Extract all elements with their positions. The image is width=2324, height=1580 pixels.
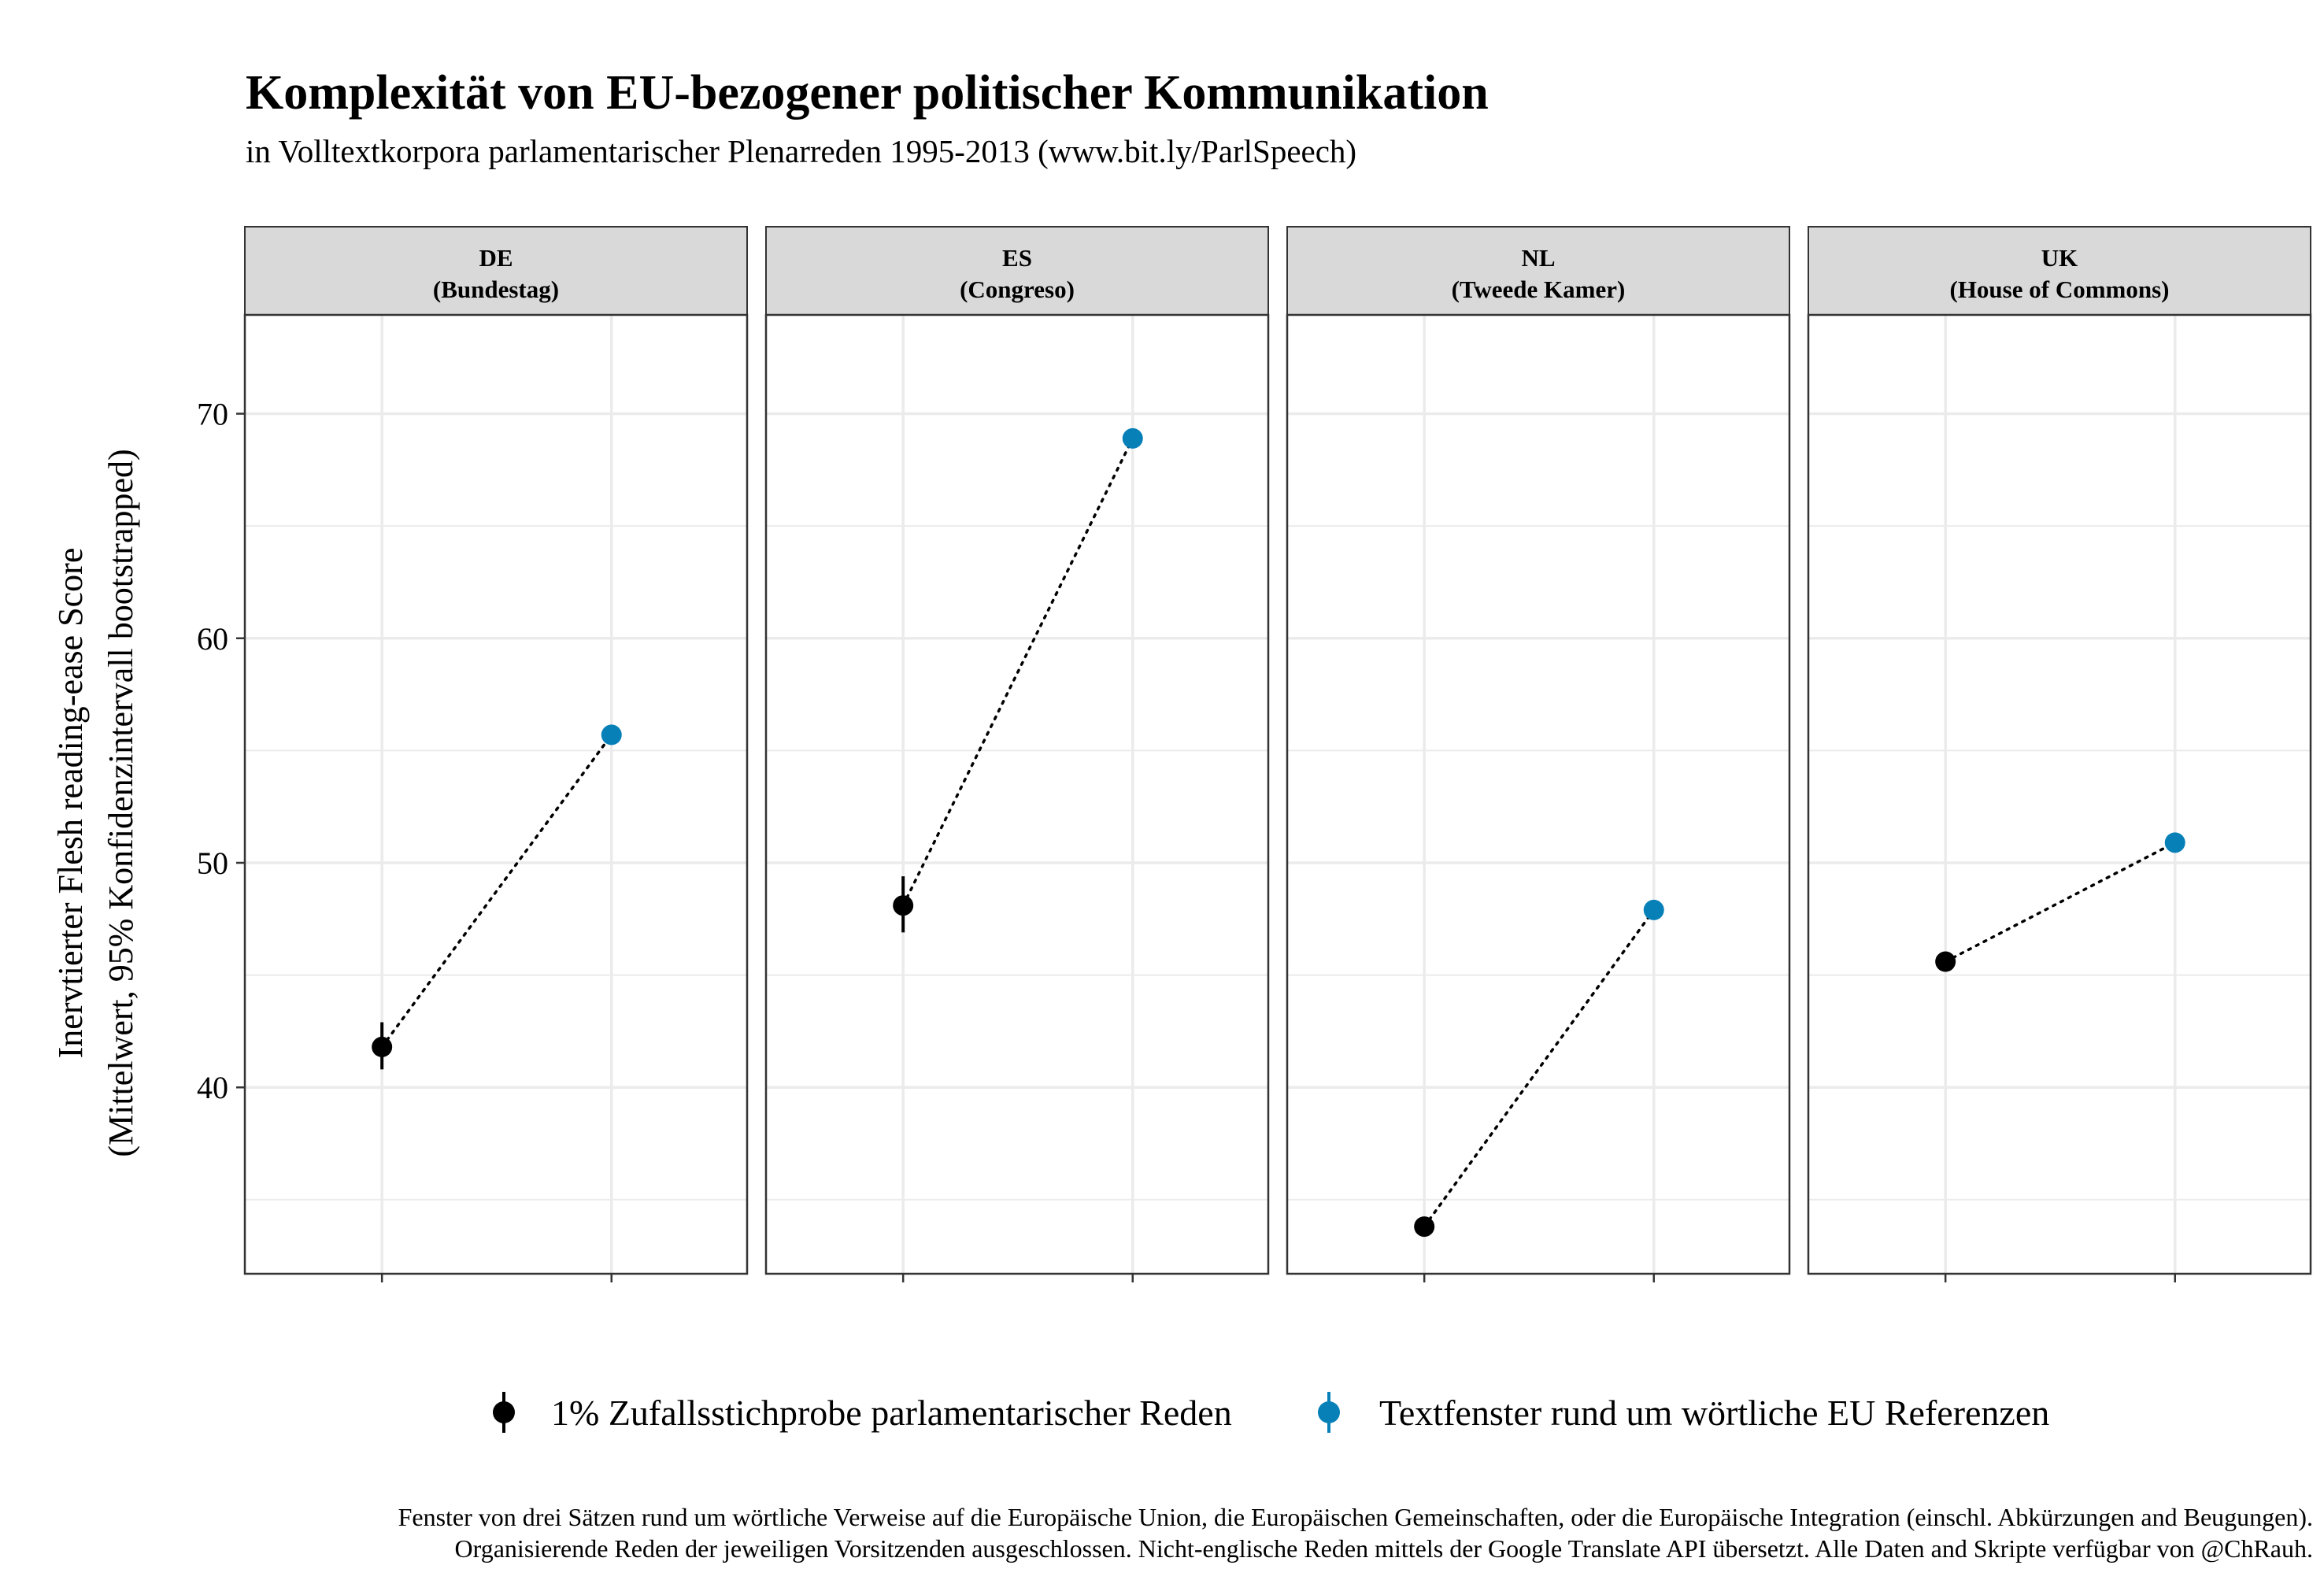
facet-strip-label-line1: UK bbox=[2041, 244, 2078, 272]
y-axis-title: Inervtierter Flesh reading-ease Score (M… bbox=[51, 449, 140, 1156]
y-axis-title-line2: (Mittelwert, 95% Konfidenzintervall boot… bbox=[102, 449, 140, 1156]
facet-strip bbox=[1286, 226, 1790, 316]
legend-label-random-sample: 1% Zufallsstichprobe parlamentarischer R… bbox=[551, 1393, 1232, 1433]
facet-panel-border bbox=[764, 313, 1270, 1275]
facet-panel-de: DE (Bundestag) bbox=[243, 226, 749, 1282]
point-eu-window bbox=[1643, 899, 1664, 920]
point-random-sample bbox=[1414, 1216, 1435, 1238]
caption-line1: Fenster von drei Sätzen rund um wörtlich… bbox=[398, 1503, 2313, 1531]
facet-strip-label-line2: (Congreso) bbox=[960, 276, 1075, 303]
point-random-sample bbox=[1935, 951, 1956, 972]
chart-subtitle: in Volltextkorpora parlamentarischer Ple… bbox=[246, 133, 1356, 169]
connector-line bbox=[380, 733, 613, 1049]
facet-strip bbox=[765, 226, 1269, 316]
facet-panel-nl: NL (Tweede Kamer) bbox=[1286, 226, 1791, 1282]
point-eu-window bbox=[2164, 832, 2185, 853]
facet-panel-uk: UK (House of Commons) bbox=[1807, 226, 2312, 1282]
facet-strip bbox=[1808, 226, 2311, 316]
point-random-sample bbox=[372, 1036, 393, 1057]
chart-title: Komplexität von EU-bezogener politischer… bbox=[246, 66, 1489, 120]
facet-strip-label-line1: DE bbox=[479, 244, 513, 272]
point-eu-window bbox=[1122, 427, 1143, 449]
legend: 1% Zufallsstichprobe parlamentarischer R… bbox=[493, 1392, 2049, 1433]
facet-strip-label-line1: NL bbox=[1521, 244, 1555, 272]
facet-panel-border bbox=[1286, 313, 1791, 1275]
y-axis-ticks: 40 50 60 70 bbox=[197, 397, 245, 1105]
y-tick-label: 50 bbox=[197, 846, 228, 881]
connector-line bbox=[901, 437, 1134, 907]
caption-line2: Organisierende Reden der jeweiligen Vors… bbox=[455, 1534, 2313, 1563]
legend-key-point bbox=[493, 1401, 515, 1423]
point-eu-window bbox=[601, 724, 622, 746]
point-random-sample bbox=[893, 895, 914, 916]
facet-panel-border bbox=[1807, 313, 2312, 1275]
y-tick-label: 60 bbox=[197, 621, 228, 657]
facet-panel-es: ES (Congreso) bbox=[764, 226, 1270, 1282]
legend-key-point bbox=[1318, 1401, 1340, 1423]
facet-strip-label-line2: (Bundestag) bbox=[433, 276, 559, 303]
facet-strip-label-line1: ES bbox=[1002, 244, 1032, 272]
facet-strip-label-line2: (House of Commons) bbox=[1950, 276, 2170, 303]
connector-line bbox=[1423, 908, 1656, 1228]
facet-panels: DE (Bundestag) ES (Congreso) NL (Tweede Kamer… bbox=[243, 226, 2312, 1282]
facet-panel-border bbox=[243, 313, 749, 1275]
y-tick-label: 40 bbox=[197, 1070, 228, 1105]
facet-strip bbox=[244, 226, 748, 316]
facet-strip-label-line2: (Tweede Kamer) bbox=[1452, 276, 1626, 303]
connector-line bbox=[1944, 841, 2177, 964]
legend-label-eu-window: Textfenster rund um wörtliche EU Referen… bbox=[1379, 1393, 2049, 1433]
y-tick-label: 70 bbox=[197, 397, 228, 432]
y-axis-title-line1: Inervtierter Flesh reading-ease Score bbox=[51, 548, 90, 1059]
